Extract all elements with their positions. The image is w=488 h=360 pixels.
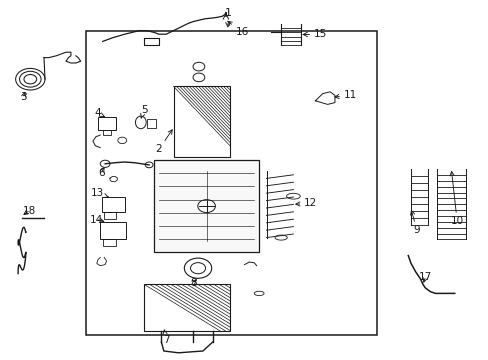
Bar [146, 119, 155, 128]
Text: 15: 15 [303, 29, 326, 39]
Text: 3: 3 [20, 92, 27, 102]
Text: 7: 7 [163, 330, 169, 345]
Text: 10: 10 [449, 172, 463, 226]
Bar [85, 31, 376, 335]
Bar [144, 284, 229, 331]
Text: 8: 8 [189, 278, 196, 288]
Text: 14: 14 [90, 215, 103, 225]
Text: 1: 1 [224, 8, 231, 27]
Text: 4: 4 [94, 108, 104, 118]
Text: 18: 18 [22, 206, 36, 216]
Text: 11: 11 [334, 90, 356, 100]
Bar [102, 239, 116, 246]
Text: 13: 13 [91, 188, 108, 198]
Bar [102, 130, 111, 135]
Text: 2: 2 [155, 130, 172, 154]
Text: 17: 17 [418, 272, 431, 282]
Bar [98, 117, 116, 130]
Bar [104, 212, 116, 219]
Bar [100, 222, 125, 239]
Text: 16: 16 [227, 21, 248, 37]
Text: 12: 12 [295, 198, 317, 208]
Text: 5: 5 [141, 105, 147, 118]
Text: 6: 6 [98, 168, 104, 178]
Bar [154, 160, 259, 252]
Bar [102, 197, 125, 212]
Text: 9: 9 [410, 211, 420, 235]
Bar [173, 86, 229, 157]
